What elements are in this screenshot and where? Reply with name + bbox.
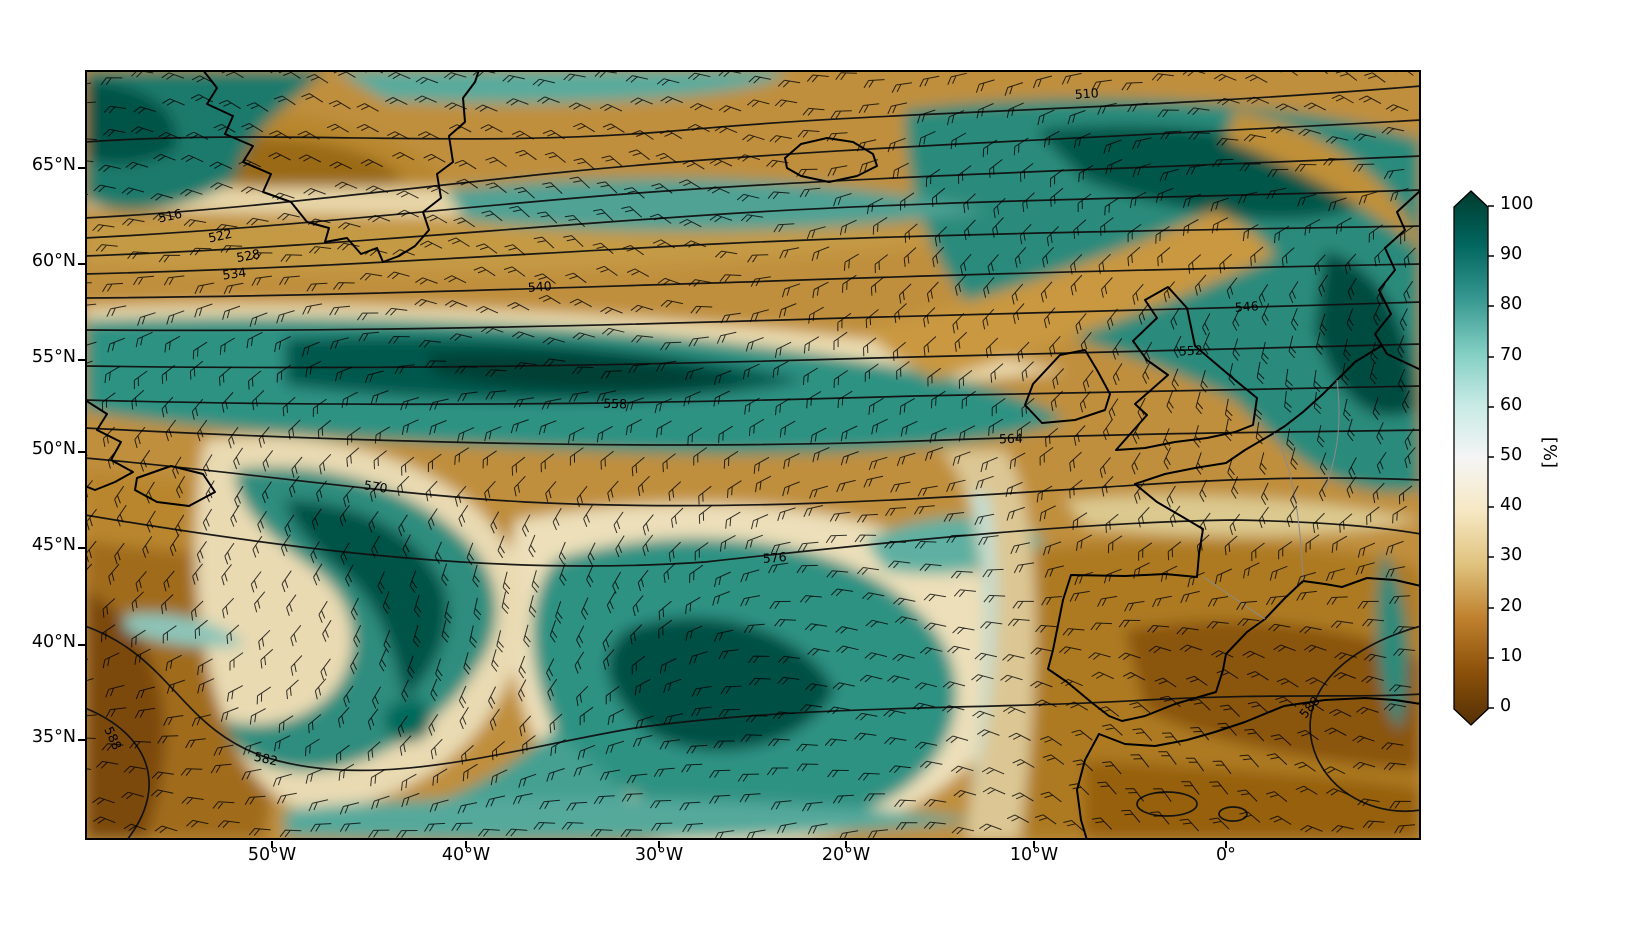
lon-tick-label: 20°W: [821, 845, 871, 865]
contour-label: 528: [235, 246, 261, 265]
contour-label: 540: [527, 278, 552, 295]
x-tick: [1033, 841, 1035, 848]
height-contours: [84, 85, 1422, 841]
contour-label: 522: [207, 226, 233, 246]
colorbar: [1453, 190, 1494, 726]
colorbar-tick-label: 70: [1500, 345, 1523, 365]
contour-label: 546: [1234, 298, 1259, 315]
y-tick: [78, 451, 85, 453]
y-tick: [78, 359, 85, 361]
y-tick: [78, 167, 85, 169]
y-tick: [78, 644, 85, 646]
map-border: [85, 70, 1421, 840]
contour-label: 510: [1074, 85, 1099, 102]
map-panel: 510 516 522 528 534 540 546 552 558 564 …: [62, 50, 1445, 860]
lon-tick-label: 30°W: [634, 845, 684, 865]
x-tick: [465, 841, 467, 848]
colorbar-tick-label: 20: [1500, 596, 1523, 616]
coastlines: [84, 69, 1422, 841]
lat-tick-label: 40°N: [31, 632, 76, 652]
colorbar-tick-label: 100: [1500, 194, 1534, 214]
y-tick: [78, 263, 85, 265]
lon-tick-label: 40°W: [441, 845, 491, 865]
contour-label: 558: [603, 396, 627, 412]
colorbar-tick-label: 80: [1500, 294, 1523, 314]
colorbar-tick-label: 30: [1500, 545, 1523, 565]
colorbar-tick-label: 10: [1500, 646, 1523, 666]
x-tick: [845, 841, 847, 848]
contour-label: 534: [222, 264, 248, 282]
lat-tick-label: 65°N: [31, 155, 76, 175]
contour-label: 570: [363, 477, 389, 496]
x-tick: [271, 841, 273, 848]
y-tick: [78, 739, 85, 741]
lat-tick-label: 45°N: [31, 535, 76, 555]
colorbar-tick-label: 0: [1500, 696, 1512, 716]
colorbar-tick-label: 40: [1500, 495, 1523, 515]
humidity-shading: [65, 50, 1445, 860]
lon-tick-label: 10°W: [1009, 845, 1059, 865]
lat-tick-label: 50°N: [31, 439, 76, 459]
contour-label: 564: [999, 431, 1023, 447]
contour-label: 582: [253, 749, 279, 769]
lat-tick-label: 55°N: [31, 347, 76, 367]
weather-map: 510 516 522 528 534 540 546 552 558 564 …: [62, 50, 1445, 860]
colorbar-gradient: [1453, 190, 1489, 726]
lon-tick-label: 50°W: [247, 845, 297, 865]
colorbar-unit-label: [%]: [1539, 436, 1561, 469]
colorbar-ticks: [1488, 205, 1494, 709]
lat-tick-label: 35°N: [31, 727, 76, 747]
y-tick: [78, 547, 85, 549]
lon-tick-label: 0°: [1216, 845, 1236, 865]
lat-tick-label: 60°N: [31, 251, 76, 271]
colorbar-tick-label: 50: [1500, 445, 1523, 465]
x-tick: [658, 841, 660, 848]
x-tick: [1225, 841, 1227, 848]
colorbar-tick-label: 60: [1500, 395, 1523, 415]
colorbar-tick-label: 90: [1500, 244, 1523, 264]
contour-label: 576: [762, 549, 787, 566]
